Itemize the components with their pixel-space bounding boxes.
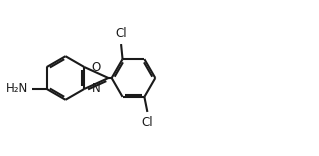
- Text: O: O: [92, 61, 101, 74]
- Text: Cl: Cl: [142, 116, 153, 129]
- Text: H₂N: H₂N: [6, 82, 29, 95]
- Text: Cl: Cl: [115, 27, 127, 40]
- Text: N: N: [92, 82, 101, 95]
